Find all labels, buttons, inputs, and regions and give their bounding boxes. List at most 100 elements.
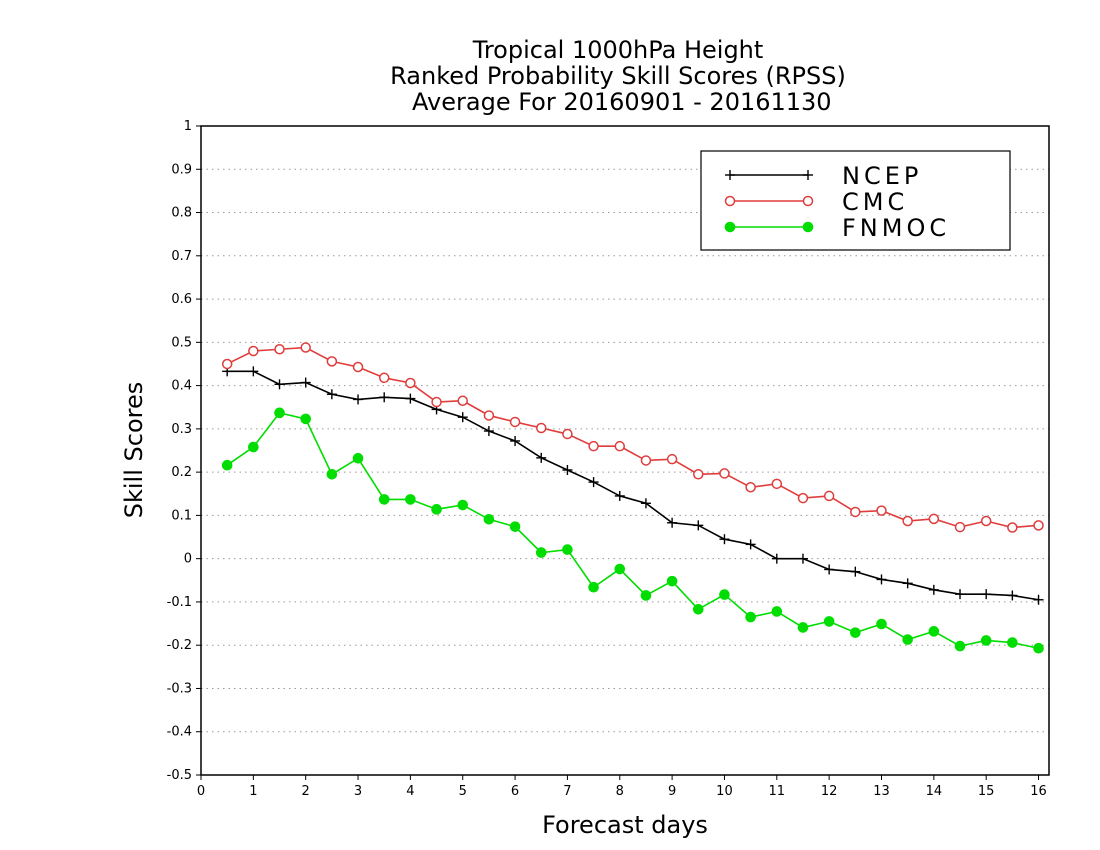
data-point-cmc [797, 492, 809, 504]
x-tick-label: 4 [406, 784, 414, 799]
x-tick-label: 15 [978, 784, 995, 799]
y-tick-label: 0.4 [171, 379, 192, 394]
data-point-cmc [954, 521, 966, 533]
data-point-ncep [353, 394, 364, 405]
data-point-fnmoc [719, 589, 730, 600]
y-tick-label: -0.5 [167, 768, 192, 783]
y-tick-label: -0.3 [167, 681, 192, 696]
data-point-ncep [797, 553, 808, 564]
data-point-ncep [876, 574, 887, 585]
legend-marker-cmc [724, 195, 736, 207]
y-tick-label: 0.8 [171, 206, 192, 221]
data-point-ncep [405, 393, 416, 404]
data-point-cmc [928, 513, 940, 525]
legend-entry-cmc: CMC [724, 188, 908, 216]
data-point-cmc [771, 478, 783, 490]
data-point-fnmoc [457, 499, 469, 511]
data-point-cmc [1033, 520, 1044, 531]
legend-label-ncep: NCEP [842, 162, 922, 190]
data-point-cmc [902, 515, 913, 527]
series-group [221, 342, 1044, 654]
legend-label-cmc: CMC [842, 188, 908, 216]
legend-label-fnmoc: FNMOC [842, 214, 950, 242]
data-point-fnmoc [535, 547, 547, 558]
data-point-fnmoc [692, 603, 704, 615]
x-tick-label: 1 [249, 784, 257, 799]
data-point-fnmoc [352, 452, 364, 464]
data-point-cmc [509, 416, 521, 428]
y-tick-label: -0.2 [167, 638, 192, 653]
data-point-ncep [771, 553, 782, 564]
series-ncep [222, 366, 1044, 605]
series-line-fnmoc [226, 411, 1039, 650]
x-tick-label: 2 [302, 784, 310, 799]
series-line-ncep [227, 370, 1039, 601]
data-point-ncep [536, 452, 547, 463]
data-point-ncep [667, 517, 678, 528]
data-point-ncep [248, 366, 259, 377]
data-point-ncep [824, 564, 835, 575]
data-point-fnmoc [614, 563, 626, 575]
data-point-cmc [405, 377, 416, 389]
data-point-ncep [562, 464, 573, 475]
data-point-cmc [876, 505, 887, 516]
data-point-fnmoc [405, 494, 416, 505]
data-point-ncep [928, 584, 939, 595]
legend-marker-fnmoc [724, 221, 736, 233]
data-point-cmc [719, 468, 730, 479]
data-point-cmc [300, 342, 311, 353]
x-tick-label: 11 [769, 784, 786, 799]
data-point-cmc [614, 440, 626, 452]
data-point-fnmoc [745, 611, 756, 623]
x-tick-label: 9 [668, 784, 676, 799]
data-point-cmc [562, 428, 573, 440]
data-point-fnmoc [588, 581, 599, 593]
data-point-ncep [326, 389, 337, 400]
data-point-cmc [745, 482, 756, 493]
data-point-cmc [326, 356, 338, 367]
y-tick-label: 0.7 [171, 249, 192, 264]
data-point-ncep [300, 377, 311, 388]
x-tick-label: 13 [873, 784, 890, 799]
data-point-ncep [1007, 590, 1018, 601]
legend-marker-fnmoc [802, 221, 814, 233]
data-point-cmc [431, 396, 442, 408]
data-point-cmc [248, 345, 259, 357]
data-point-fnmoc [823, 616, 835, 627]
data-point-fnmoc [771, 606, 783, 617]
data-point-ncep [1033, 594, 1044, 605]
data-point-fnmoc [797, 622, 809, 633]
data-point-ncep [745, 539, 756, 550]
data-point-cmc [457, 395, 468, 406]
series-line-cmc [226, 346, 1039, 529]
data-point-ncep [379, 392, 390, 403]
legend-entry-fnmoc: FNMOC [724, 214, 950, 242]
data-point-fnmoc [1033, 642, 1044, 654]
x-tick-label: 16 [1030, 784, 1047, 799]
series-fnmoc [221, 407, 1044, 654]
data-point-cmc [588, 440, 599, 452]
data-point-cmc [352, 361, 364, 373]
chart-title-line-2: Ranked Probability Skill Scores (RPSS) [390, 62, 846, 90]
x-axis-label: Forecast days [542, 811, 708, 839]
data-point-fnmoc [1007, 637, 1018, 648]
data-point-ncep [640, 498, 651, 509]
data-point-cmc [693, 469, 704, 480]
data-point-ncep [457, 412, 468, 423]
data-point-fnmoc [980, 635, 992, 646]
y-tick-label: 0.9 [171, 162, 192, 177]
legend-marker-cmc [802, 195, 814, 207]
data-point-cmc [378, 372, 390, 384]
data-point-ncep [510, 435, 521, 446]
data-point-fnmoc [876, 618, 887, 630]
data-point-fnmoc [928, 626, 940, 637]
x-tick-label: 10 [716, 784, 733, 799]
data-point-cmc [823, 490, 835, 502]
x-tick-label: 7 [563, 784, 571, 799]
data-point-ncep [614, 490, 625, 501]
legend-marker-ncep [803, 170, 813, 180]
data-point-fnmoc [666, 575, 678, 587]
data-point-cmc [640, 455, 652, 466]
data-point-ncep [588, 477, 599, 488]
